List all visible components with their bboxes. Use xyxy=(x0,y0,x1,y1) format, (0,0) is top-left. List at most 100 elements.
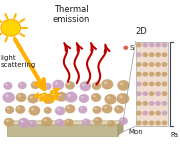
Circle shape xyxy=(33,83,35,85)
Circle shape xyxy=(155,43,161,47)
Circle shape xyxy=(155,120,161,125)
Text: Pa: Pa xyxy=(170,132,178,138)
Circle shape xyxy=(3,92,15,103)
Circle shape xyxy=(20,120,24,123)
Circle shape xyxy=(55,119,64,127)
Circle shape xyxy=(27,94,39,103)
Circle shape xyxy=(149,81,154,86)
Circle shape xyxy=(80,81,91,91)
Circle shape xyxy=(117,80,130,91)
Circle shape xyxy=(142,43,148,47)
Circle shape xyxy=(149,72,154,77)
Circle shape xyxy=(92,82,101,90)
Circle shape xyxy=(45,96,48,99)
Text: light
scattering: light scattering xyxy=(0,55,35,68)
Circle shape xyxy=(149,62,154,67)
Circle shape xyxy=(120,82,123,85)
Circle shape xyxy=(43,83,52,90)
Circle shape xyxy=(142,120,148,125)
Circle shape xyxy=(155,91,161,96)
Circle shape xyxy=(104,106,107,109)
Polygon shape xyxy=(7,121,123,125)
Circle shape xyxy=(162,62,167,67)
Text: 2D: 2D xyxy=(136,27,147,36)
Circle shape xyxy=(20,83,22,85)
Circle shape xyxy=(44,107,52,114)
Circle shape xyxy=(104,94,117,105)
Circle shape xyxy=(162,72,167,77)
Polygon shape xyxy=(118,121,123,136)
Circle shape xyxy=(102,104,112,113)
Circle shape xyxy=(155,81,161,86)
Circle shape xyxy=(149,91,154,96)
Circle shape xyxy=(30,122,32,124)
Circle shape xyxy=(52,80,64,90)
Circle shape xyxy=(149,52,154,57)
Circle shape xyxy=(119,95,123,98)
Circle shape xyxy=(142,101,148,106)
Circle shape xyxy=(65,92,77,103)
Circle shape xyxy=(121,119,123,121)
Circle shape xyxy=(44,119,47,122)
Circle shape xyxy=(5,94,9,97)
Circle shape xyxy=(162,52,167,57)
Circle shape xyxy=(162,43,167,47)
Circle shape xyxy=(41,117,52,127)
Circle shape xyxy=(123,46,128,50)
Circle shape xyxy=(116,93,129,104)
Circle shape xyxy=(142,62,148,67)
Circle shape xyxy=(162,111,167,116)
Circle shape xyxy=(16,93,26,102)
Circle shape xyxy=(28,105,40,116)
Circle shape xyxy=(162,91,167,96)
Circle shape xyxy=(155,52,161,57)
Circle shape xyxy=(30,96,33,99)
Circle shape xyxy=(93,106,102,114)
Circle shape xyxy=(149,101,154,106)
Circle shape xyxy=(5,106,14,114)
Circle shape xyxy=(82,119,90,126)
Circle shape xyxy=(107,96,110,99)
Circle shape xyxy=(94,108,97,110)
Circle shape xyxy=(58,94,61,97)
Circle shape xyxy=(142,81,148,86)
Circle shape xyxy=(136,62,142,67)
Circle shape xyxy=(142,91,148,96)
Circle shape xyxy=(7,108,9,110)
Circle shape xyxy=(91,93,101,102)
Circle shape xyxy=(64,119,73,127)
Circle shape xyxy=(107,120,115,127)
Circle shape xyxy=(119,117,128,125)
Circle shape xyxy=(149,120,154,125)
Circle shape xyxy=(142,111,148,116)
Circle shape xyxy=(136,120,142,125)
Circle shape xyxy=(136,91,142,96)
Circle shape xyxy=(5,83,8,86)
Circle shape xyxy=(94,84,96,86)
Circle shape xyxy=(18,82,27,89)
Circle shape xyxy=(79,94,89,103)
Circle shape xyxy=(65,81,75,90)
Circle shape xyxy=(15,105,25,114)
Circle shape xyxy=(1,19,21,36)
Circle shape xyxy=(155,111,161,116)
Circle shape xyxy=(43,94,54,104)
Circle shape xyxy=(155,101,161,106)
Circle shape xyxy=(17,107,20,109)
Circle shape xyxy=(81,96,84,98)
Circle shape xyxy=(136,52,142,57)
Circle shape xyxy=(67,83,70,85)
Circle shape xyxy=(82,83,85,86)
Circle shape xyxy=(84,120,86,122)
Circle shape xyxy=(136,81,142,86)
Circle shape xyxy=(93,95,96,97)
Circle shape xyxy=(155,62,161,67)
Circle shape xyxy=(114,105,124,113)
Circle shape xyxy=(67,106,70,109)
Circle shape xyxy=(109,122,111,124)
Circle shape xyxy=(45,108,48,110)
Circle shape xyxy=(78,106,87,114)
Circle shape xyxy=(28,120,37,127)
Circle shape xyxy=(55,106,65,116)
Circle shape xyxy=(18,95,21,97)
